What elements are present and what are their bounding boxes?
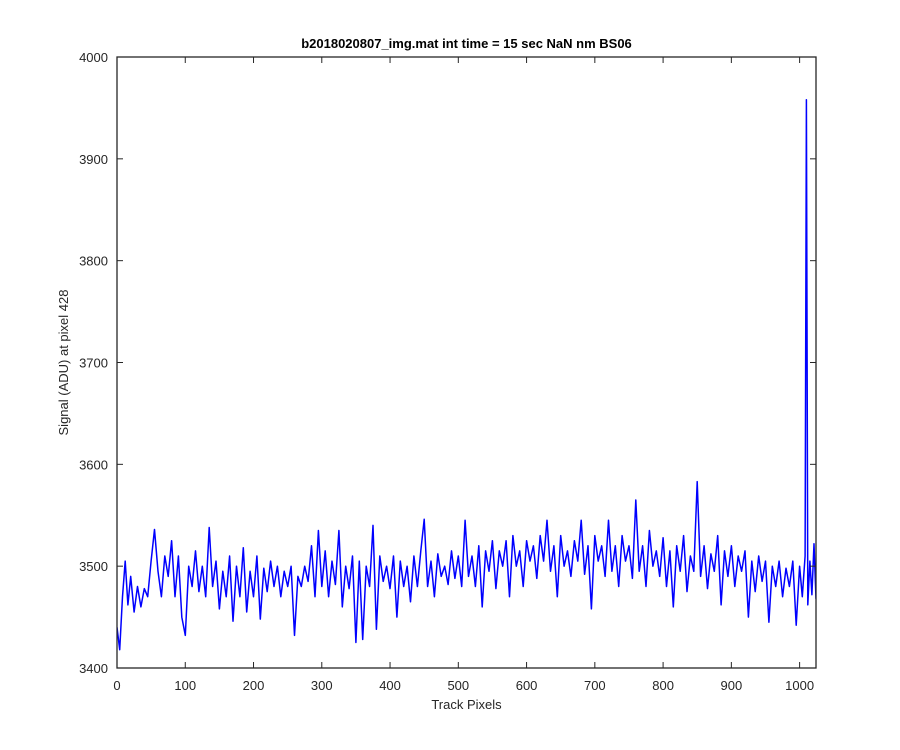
y-axis-ticks: 3400 3500 3600 3700 3800 3900 4000 xyxy=(79,50,816,676)
y-tick-label: 3700 xyxy=(79,356,108,371)
series-layer xyxy=(117,99,816,651)
x-tick-label: 1000 xyxy=(785,678,814,693)
y-axis-label: Signal (ADU) at pixel 428 xyxy=(56,290,71,436)
x-tick-label: 400 xyxy=(379,678,401,693)
x-tick-label: 600 xyxy=(516,678,538,693)
x-tick-label: 300 xyxy=(311,678,333,693)
x-tick-label: 500 xyxy=(447,678,469,693)
series-line-1 xyxy=(117,99,816,651)
x-tick-label: 200 xyxy=(243,678,265,693)
y-tick-label: 3800 xyxy=(79,254,108,269)
y-tick-label: 3400 xyxy=(79,661,108,676)
y-tick-label: 3500 xyxy=(79,559,108,574)
y-tick-label: 4000 xyxy=(79,50,108,65)
x-tick-label: 100 xyxy=(174,678,196,693)
x-tick-label: 700 xyxy=(584,678,606,693)
chart-title: b2018020807_img.mat int time = 15 sec Na… xyxy=(301,36,632,51)
x-tick-label: 0 xyxy=(113,678,120,693)
x-tick-label: 800 xyxy=(652,678,674,693)
x-tick-label: 900 xyxy=(721,678,743,693)
x-axis-label: Track Pixels xyxy=(431,697,502,712)
y-tick-label: 3600 xyxy=(79,457,108,472)
y-tick-label: 3900 xyxy=(79,152,108,167)
x-axis-ticks: 0 100 200 300 400 500 600 700 800 900 1000 xyxy=(113,57,814,693)
